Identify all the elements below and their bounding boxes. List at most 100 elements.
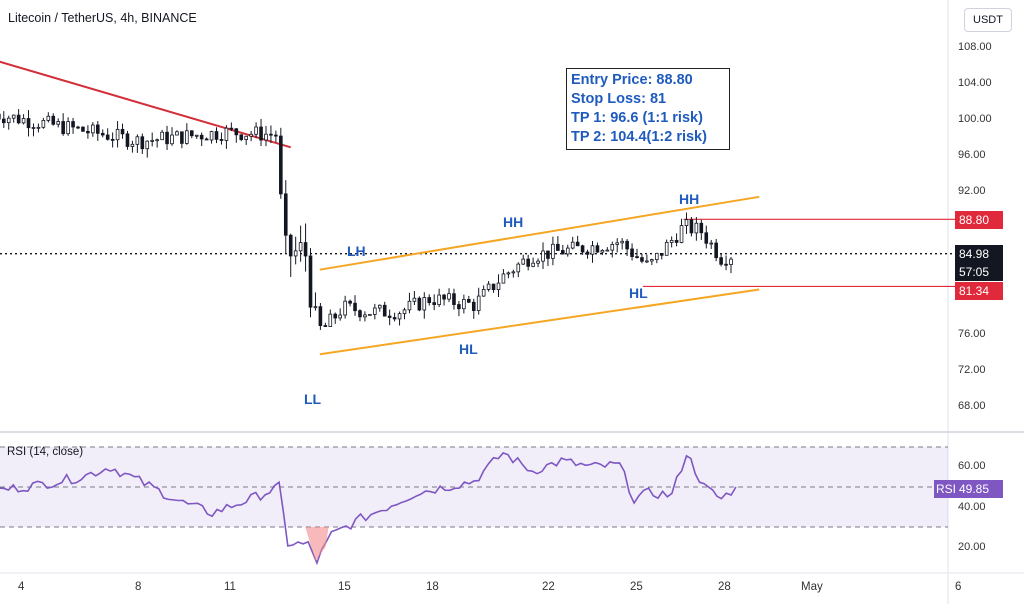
candle-body bbox=[471, 301, 476, 311]
candle-body bbox=[130, 143, 135, 147]
candle-body bbox=[645, 260, 649, 263]
channel-upper-line bbox=[319, 195, 760, 271]
currency-button[interactable]: USDT bbox=[964, 8, 1012, 32]
candle-body bbox=[100, 132, 105, 136]
price-tick-label: 68.00 bbox=[958, 400, 986, 412]
candle-body bbox=[511, 271, 516, 274]
candle-body bbox=[185, 130, 189, 144]
candle-body bbox=[11, 114, 16, 119]
candle-body bbox=[709, 242, 714, 245]
candle-body bbox=[41, 119, 46, 128]
current-price-tag: 84.98 bbox=[955, 245, 1003, 263]
x-tick-label: May bbox=[801, 581, 823, 593]
candle-body bbox=[313, 306, 318, 309]
x-tick-label: 11 bbox=[224, 581, 236, 593]
candle-body bbox=[180, 131, 184, 144]
candle-body bbox=[288, 234, 293, 257]
candle-body bbox=[536, 260, 540, 264]
entry-price-tag: 88.80 bbox=[955, 211, 1003, 229]
candle-body bbox=[170, 134, 174, 145]
candle-body bbox=[66, 121, 70, 135]
candle-body bbox=[486, 283, 491, 290]
candle-body bbox=[81, 126, 85, 132]
candle-body bbox=[120, 128, 125, 135]
candle-body bbox=[506, 272, 511, 275]
candle-body bbox=[343, 300, 347, 316]
candle-body bbox=[481, 289, 486, 297]
candle-body bbox=[561, 250, 565, 255]
candle-body bbox=[209, 131, 214, 141]
candle-body bbox=[501, 273, 506, 284]
tp2-text: TP 2: 104.4(1:2 risk) bbox=[571, 129, 707, 145]
rsi-tick-label: 40.00 bbox=[958, 501, 986, 513]
candle-body bbox=[254, 126, 258, 135]
candle-body bbox=[363, 314, 367, 318]
candle-body bbox=[407, 300, 412, 311]
candle-body bbox=[333, 313, 338, 319]
candle-body bbox=[625, 240, 629, 250]
candle-body bbox=[358, 310, 362, 318]
candle-body bbox=[194, 134, 199, 137]
rsi-tick-label: 20.00 bbox=[958, 541, 986, 553]
candle-body bbox=[1, 118, 6, 124]
candle-body bbox=[373, 307, 377, 315]
candle-body bbox=[224, 127, 229, 141]
candle-body bbox=[229, 127, 234, 130]
candle-body bbox=[86, 130, 90, 134]
x-tick-label: 15 bbox=[338, 581, 351, 593]
candle-body bbox=[689, 219, 694, 234]
candle-body bbox=[204, 138, 209, 141]
candle-body bbox=[462, 298, 466, 310]
price-tick-label: 72.00 bbox=[958, 364, 986, 376]
candle-body bbox=[526, 258, 530, 267]
candle-body bbox=[308, 255, 313, 308]
candle-body bbox=[110, 138, 115, 141]
candle-body bbox=[382, 304, 387, 317]
candle-body bbox=[26, 118, 31, 129]
candle-body bbox=[323, 325, 328, 327]
candle-body bbox=[402, 309, 407, 315]
candle-body bbox=[239, 134, 244, 140]
candle-body bbox=[575, 241, 580, 247]
candle-body bbox=[21, 118, 26, 124]
candle-body bbox=[615, 242, 620, 245]
candle-body bbox=[531, 262, 535, 267]
candle-body bbox=[264, 133, 268, 141]
candle-body bbox=[318, 306, 323, 326]
candle-body bbox=[664, 242, 669, 256]
candle-body bbox=[397, 313, 402, 320]
rsi-title: RSI (14, close) bbox=[7, 446, 84, 458]
candle-body bbox=[135, 136, 140, 145]
stop-price-tag: 81.34 bbox=[955, 282, 1003, 300]
candle-body bbox=[679, 225, 684, 243]
candle-body bbox=[541, 250, 545, 262]
candle-body bbox=[605, 249, 610, 252]
price-tick-label: 96.00 bbox=[958, 149, 986, 161]
candle-body bbox=[269, 133, 273, 136]
candle-body bbox=[303, 242, 308, 257]
rsi-band bbox=[0, 447, 948, 527]
candle-body bbox=[476, 295, 481, 311]
candle-body bbox=[51, 115, 56, 125]
candle-body bbox=[328, 313, 333, 327]
candle-body bbox=[368, 313, 372, 316]
candle-body bbox=[719, 257, 723, 265]
candle-body bbox=[16, 114, 21, 124]
x-tick-label: 8 bbox=[135, 581, 142, 593]
candle-body bbox=[377, 304, 382, 309]
label-hh-2: HH bbox=[679, 191, 700, 207]
x-tick-label: 25 bbox=[630, 581, 643, 593]
candle-body bbox=[125, 133, 130, 147]
candle-body bbox=[189, 130, 194, 137]
entry-price-text: Entry Price: 88.80 bbox=[571, 72, 693, 88]
candle-body bbox=[570, 241, 575, 249]
candle-body bbox=[283, 193, 288, 236]
candle-body bbox=[56, 121, 61, 125]
price-tick-label: 108.00 bbox=[958, 41, 992, 53]
candle-body bbox=[659, 252, 664, 256]
candle-body bbox=[565, 247, 570, 255]
candle-body bbox=[496, 282, 501, 291]
candle-body bbox=[298, 242, 303, 252]
candle-body bbox=[432, 302, 436, 305]
